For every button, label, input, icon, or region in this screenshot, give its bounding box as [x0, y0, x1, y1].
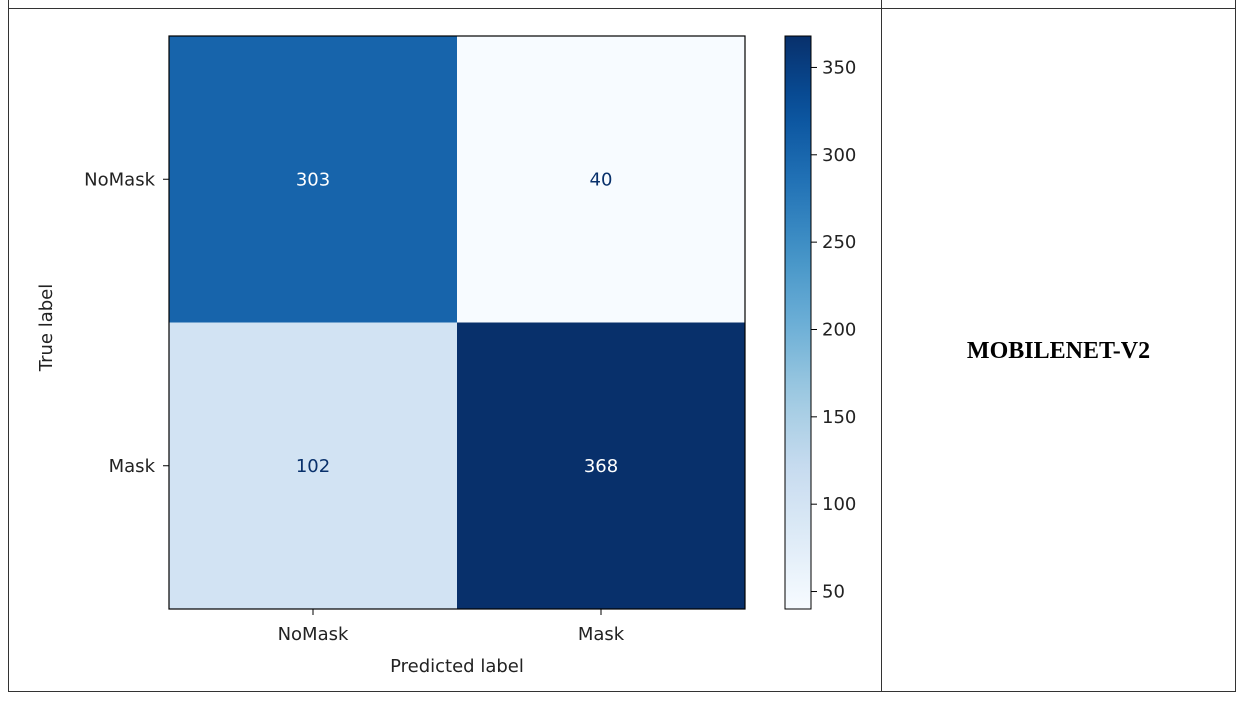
model-name-cell [881, 0, 1236, 692]
colorbar-tick-label: 350 [822, 57, 856, 78]
y-axis-label: True label [36, 284, 57, 373]
cell-value-label: 368 [584, 456, 618, 477]
colorbar-tick-label: 50 [822, 582, 845, 603]
y-tick-label: Mask [109, 456, 156, 477]
model-name-label: MOBILENET-V2 [966, 338, 1151, 364]
colorbar-tick-label: 200 [822, 319, 856, 340]
table-top-border [8, 8, 1236, 9]
matrix-cell [169, 36, 457, 323]
colorbar-tick-label: 100 [822, 494, 856, 515]
matrix-cell [457, 322, 745, 609]
cell-value-label: 102 [296, 456, 330, 477]
cell-value-label: 40 [590, 169, 613, 190]
colorbar-tick-label: 250 [822, 232, 856, 253]
colorbar-tick-label: 300 [822, 145, 856, 166]
matrix-cell [169, 322, 457, 609]
x-tick-label: NoMask [278, 624, 349, 645]
plot-frame [168, 35, 746, 610]
cell-value-label: 303 [296, 169, 330, 190]
x-tick-label: Mask [578, 624, 625, 645]
chart-cell [8, 0, 882, 692]
colorbar-tick-label: 150 [822, 407, 856, 428]
matrix-cell [457, 36, 745, 323]
x-axis-label: Predicted label [390, 656, 524, 677]
y-tick-label: NoMask [84, 169, 155, 190]
colorbar [784, 35, 812, 610]
